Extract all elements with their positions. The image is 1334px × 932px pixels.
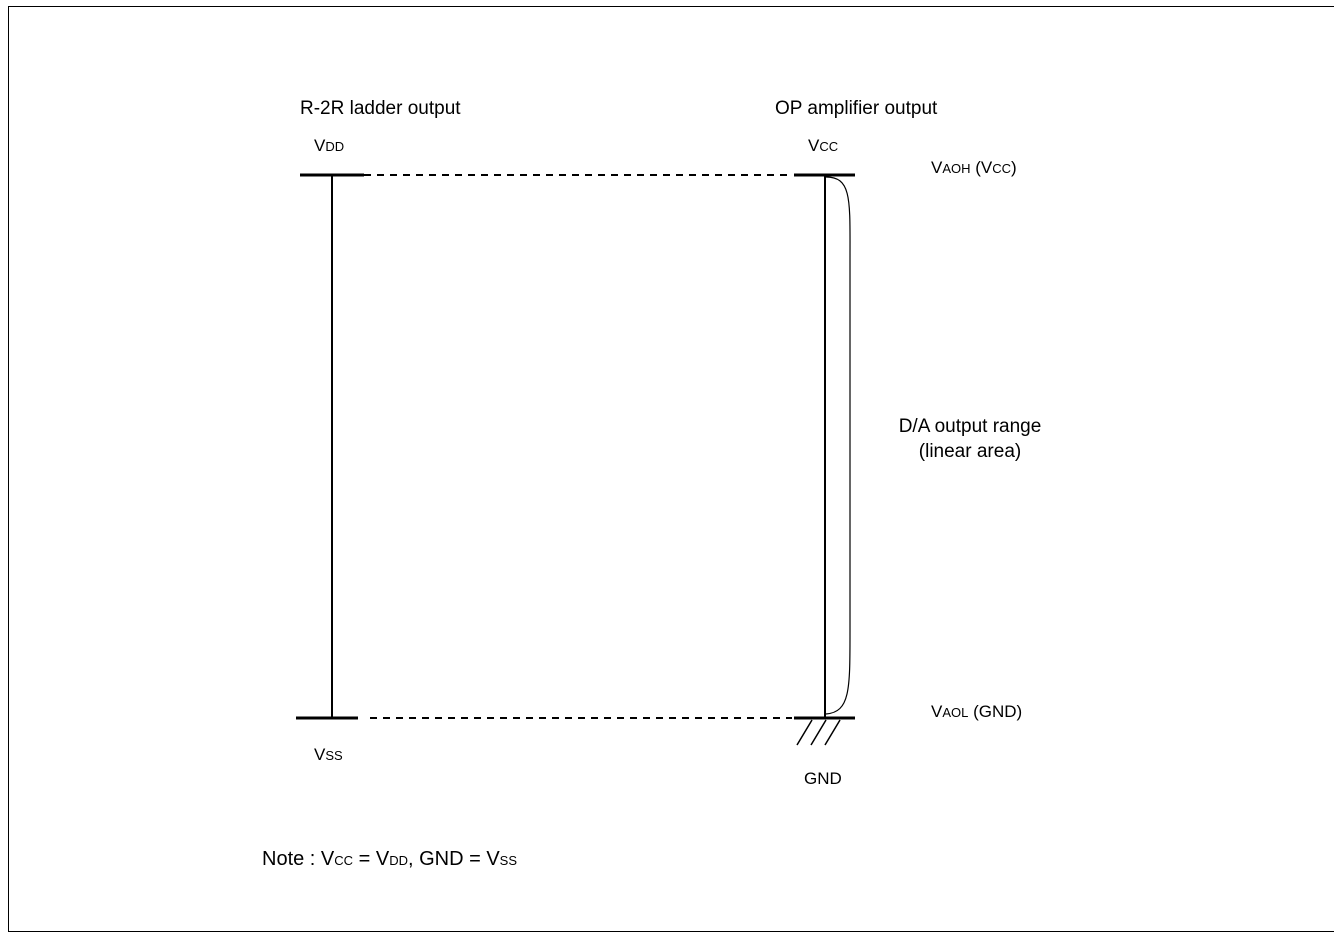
ground-hatch-icon — [796, 719, 841, 746]
range-label: D/A output range (linear area) — [870, 414, 1070, 464]
left-column-title: R-2R ladder output — [300, 98, 461, 119]
range-bracket — [825, 176, 851, 715]
note-text: Note : VCC = VDD, GND = VSS — [262, 848, 518, 870]
gnd-label: GND — [804, 769, 842, 788]
vaol-label: VAOL (GND) — [931, 702, 1023, 721]
vaoh-label: VAOH (VCC) — [931, 158, 1017, 177]
vss-label: VSS — [314, 745, 343, 764]
right-column-title: OP amplifier output — [775, 98, 938, 119]
vdd-label: VDD — [314, 136, 345, 155]
range-label-line2: (linear area) — [918, 441, 1022, 462]
vcc-label: VCC — [808, 136, 839, 155]
range-label-line1: D/A output range — [898, 416, 1042, 437]
